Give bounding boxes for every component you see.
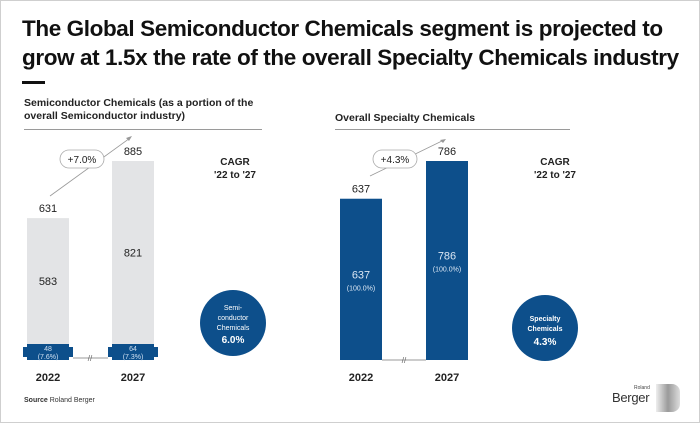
right-bar-value-2022: 637	[352, 269, 370, 281]
left-bar-semichem-tab-2022	[23, 347, 73, 357]
left-bar-other-2027	[112, 161, 154, 360]
right-growth-arrowhead	[440, 139, 446, 143]
source-note: Source Roland Berger	[24, 397, 95, 404]
right-chart-title: Overall Specialty Chemicals	[335, 112, 595, 125]
left-total-label-2027: 885	[124, 146, 142, 158]
left-other-value-2022: 583	[39, 276, 57, 288]
left-cagr-badge	[200, 290, 266, 356]
left-cagr-badge-value: 6.0%	[222, 335, 245, 346]
left-cagr-badge-line-3: Chemicals	[217, 325, 250, 332]
roland-berger-logo: Roland Berger	[612, 384, 682, 414]
right-x-tick-2027: 2027	[435, 372, 459, 384]
logo-small-text: Roland	[634, 385, 650, 391]
right-growth-label: +4.3%	[381, 155, 410, 166]
left-semichem-value-2027: 64	[129, 346, 137, 353]
left-growth-arrowhead	[126, 136, 132, 141]
left-axis-break: //	[88, 354, 93, 363]
logo-large-text: Berger	[612, 390, 650, 405]
title-underline	[22, 81, 45, 84]
right-cagr-badge	[512, 295, 578, 361]
left-chart-title-line-2: overall Semiconductor industry)	[24, 110, 186, 122]
right-chart-title-rule	[335, 129, 570, 130]
right-cagr-badge-value: 4.3%	[534, 337, 557, 348]
left-cagr-heading-2: '22 to '27	[214, 170, 256, 181]
right-chart-title-line-1: Overall Specialty Chemicals	[335, 112, 476, 124]
left-chart-title-rule	[24, 129, 262, 130]
right-cagr-badge-line-2: Chemicals	[527, 326, 562, 333]
logo-b-mark-icon	[656, 384, 680, 412]
left-chart-title-line-1: Semiconductor Chemicals (as a portion of…	[24, 97, 254, 109]
right-bar-share-2027: (100.0%)	[433, 267, 461, 274]
left-x-tick-2027: 2027	[121, 372, 145, 384]
left-growth-bubble	[59, 149, 105, 169]
right-total-label-2022: 637	[352, 184, 370, 196]
right-bar-value-2027: 786	[438, 251, 456, 263]
right-bar-2027	[426, 161, 468, 360]
right-x-tick-2022: 2022	[349, 372, 373, 384]
left-semichem-share-2027: (7.3%)	[123, 354, 144, 361]
right-total-label-2027: 786	[438, 146, 456, 158]
left-semichem-share-2022: (7.6%)	[38, 354, 59, 361]
right-growth-bubble	[372, 149, 418, 169]
right-bar-share-2022: (100.0%)	[347, 285, 375, 292]
left-total-label-2022: 631	[39, 203, 57, 215]
right-cagr-badge-line-1: Specialty	[530, 316, 561, 323]
right-cagr-heading-2: '22 to '27	[534, 170, 576, 181]
left-cagr-heading-1: CAGR	[220, 157, 250, 168]
left-bar-other-2022	[27, 218, 69, 360]
left-x-tick-2022: 2022	[36, 372, 60, 384]
left-cagr-badge-line-1: Semi-	[224, 305, 243, 312]
source-label: Source	[24, 397, 48, 404]
left-semichem-value-2022: 48	[44, 346, 52, 353]
right-bar-2022	[340, 198, 382, 360]
source-value: Roland Berger	[49, 397, 95, 404]
right-axis-break: //	[402, 356, 407, 365]
left-chart-title: Semiconductor Chemicals (as a portion of…	[24, 97, 294, 123]
left-other-value-2027: 821	[124, 248, 142, 260]
left-cagr-badge-line-2: conductor	[218, 315, 249, 322]
left-bar-semichem-tab-2027	[108, 347, 158, 357]
left-growth-label: +7.0%	[68, 155, 97, 166]
page-title: The Global Semiconductor Chemicals segme…	[22, 16, 679, 70]
right-cagr-heading-1: CAGR	[540, 157, 570, 168]
